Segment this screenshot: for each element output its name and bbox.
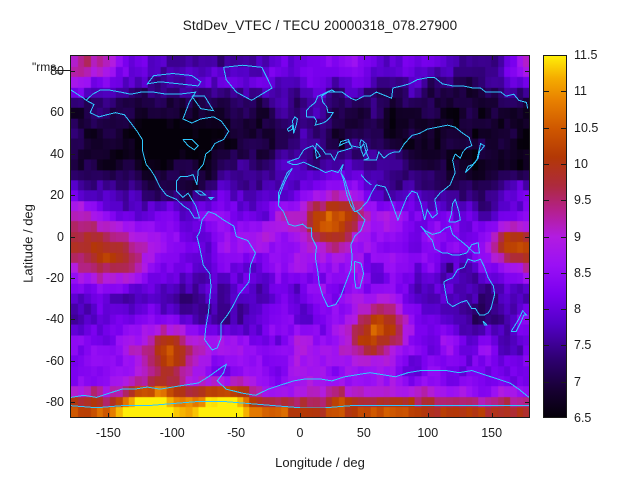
y-tick-mark-right: [525, 360, 530, 362]
coastline-overlay: [71, 64, 529, 409]
colorbar-tick-label: 8: [574, 302, 581, 317]
y-tick-mark-right: [525, 277, 530, 279]
colorbar-tick-label: 7.5: [574, 338, 592, 353]
y-tick-mark-right: [525, 70, 530, 72]
y-tick-mark: [70, 112, 75, 114]
colorbar-tick-mark-right: [561, 272, 567, 274]
colorbar-tick-label: 10: [574, 156, 588, 171]
x-tick-mark-top: [108, 55, 110, 60]
colorbar-tick-mark-right: [561, 200, 567, 202]
heatmap-raster: [71, 56, 529, 417]
colorbar-tick-mark: [543, 91, 549, 93]
x-tick-mark: [108, 413, 110, 418]
x-tick-mark-top: [363, 55, 365, 60]
y-tick-label: -60: [45, 353, 64, 368]
y-tick-label: -20: [45, 270, 64, 285]
y-tick-mark-right: [525, 112, 530, 114]
colorbar-tick-label: 9.5: [574, 193, 592, 208]
y-tick-mark: [70, 70, 75, 72]
x-tick-mark-top: [427, 55, 429, 60]
y-tick-label: -80: [45, 395, 64, 410]
x-tick-label: 0: [296, 426, 304, 440]
y-tick-label: 60: [50, 105, 64, 120]
x-tick-label: 50: [356, 426, 371, 440]
colorbar-tick-mark-right: [561, 91, 567, 93]
colorbar-tick-label: 9: [574, 229, 581, 244]
y-tick-label: -40: [45, 312, 64, 327]
colorbar-tick-mark-right: [561, 127, 567, 129]
y-tick-label: 40: [50, 146, 64, 161]
y-tick-mark-right: [525, 402, 530, 404]
colorbar-tick-mark: [543, 127, 549, 129]
x-axis-title: Longitude / deg: [275, 455, 365, 470]
y-tick-mark: [70, 195, 75, 196]
heatmap-plot-area: [70, 55, 530, 418]
colorbar-tick-label: 7: [574, 374, 581, 389]
y-tick-label: 0: [57, 229, 64, 244]
colorbar-tick-mark-right: [561, 345, 567, 347]
x-tick-label: -50: [227, 426, 246, 440]
colorbar-tick-label: 10.5: [574, 120, 599, 135]
x-tick-label: 150: [481, 426, 503, 440]
y-tick-mark-right: [525, 236, 530, 238]
colorbar-tick-mark: [543, 200, 549, 202]
key-sample-line: [56, 70, 70, 71]
colorbar-tick-mark-right: [561, 163, 567, 165]
y-tick-mark-right: [525, 195, 530, 196]
chart-title: StdDev_VTEC / TECU 20000318_078.27900: [182, 18, 458, 33]
y-tick-mark: [70, 236, 75, 238]
colorbar-tick-label: 11.5: [574, 48, 598, 62]
colorbar-tick-mark-right: [561, 309, 567, 311]
colorbar-tick-label: 6.5: [574, 411, 592, 425]
y-tick-mark-right: [525, 319, 530, 321]
colorbar-tick-mark: [543, 309, 549, 311]
x-tick-label: -150: [95, 426, 121, 440]
y-tick-mark: [70, 153, 75, 155]
x-tick-mark: [300, 413, 301, 418]
key-label: "rms_: [32, 60, 63, 74]
colorbar-tick-label: 11: [574, 84, 587, 99]
colorbar-tick-mark: [543, 163, 549, 165]
x-tick-label: -100: [159, 426, 185, 440]
x-tick-mark: [236, 413, 238, 418]
y-tick-mark-right: [525, 153, 530, 155]
colorbar-gradient: [544, 56, 566, 417]
x-tick-mark-top: [172, 55, 174, 60]
y-tick-mark: [70, 277, 75, 279]
colorbar-tick-mark-right: [561, 381, 567, 383]
y-tick-label: 20: [50, 188, 64, 202]
colorbar-tick-mark: [543, 236, 549, 238]
y-tick-mark: [70, 360, 75, 362]
y-tick-mark: [70, 319, 75, 321]
x-tick-label: 100: [417, 426, 439, 440]
x-tick-mark: [172, 413, 174, 418]
x-tick-mark-top: [300, 55, 301, 60]
x-tick-mark-top: [236, 55, 238, 60]
colorbar-tick-mark: [543, 345, 549, 347]
x-tick-mark: [491, 413, 493, 418]
x-tick-mark: [427, 413, 429, 418]
colorbar-tick-mark-right: [561, 236, 567, 238]
y-tick-mark: [70, 402, 75, 404]
colorbar-tick-label: 8.5: [574, 265, 592, 280]
x-tick-mark: [363, 413, 365, 418]
colorbar-tick-mark: [543, 381, 549, 383]
colorbar-tick-mark: [543, 272, 549, 274]
x-tick-mark-top: [491, 55, 493, 60]
